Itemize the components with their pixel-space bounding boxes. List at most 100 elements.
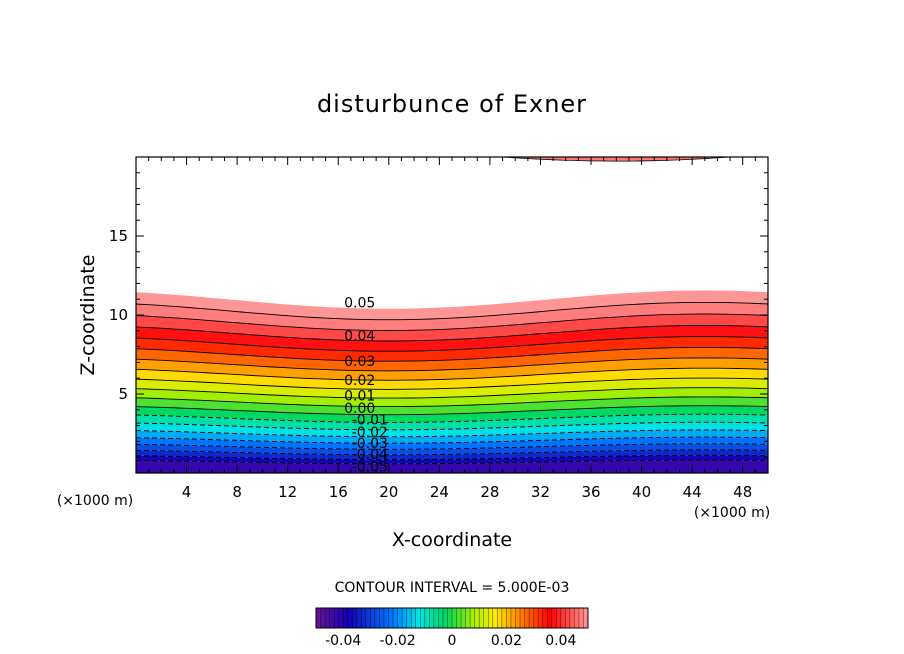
contour-line bbox=[135, 313, 769, 331]
x-tick-label: 24 bbox=[430, 483, 449, 501]
colorbar-segment bbox=[325, 608, 330, 628]
colorbar-segment bbox=[379, 608, 385, 628]
colorbar-segment bbox=[374, 608, 380, 628]
colorbar-segment bbox=[456, 608, 462, 628]
contour-band bbox=[136, 290, 768, 320]
x-tick-label: 4 bbox=[182, 483, 192, 501]
contour-line bbox=[135, 449, 769, 456]
x-axis-label: X-coordinate bbox=[392, 529, 512, 551]
contour-line bbox=[135, 387, 769, 399]
colorbar-segment bbox=[533, 608, 539, 628]
contour-line bbox=[135, 421, 769, 431]
colorbar-segment bbox=[415, 608, 421, 628]
colorbar-segment bbox=[433, 608, 439, 628]
contour-label: 0.02 bbox=[344, 373, 375, 389]
contour-band bbox=[136, 357, 768, 381]
colorbar-segment bbox=[538, 608, 543, 628]
x-tick-label: 44 bbox=[683, 483, 702, 501]
x-unit-right: (×1000 m) bbox=[694, 505, 770, 521]
contour-label: 0.05 bbox=[344, 295, 375, 311]
contour-line bbox=[135, 454, 769, 461]
colorbar-segment bbox=[388, 608, 394, 628]
colorbar-segment bbox=[356, 608, 362, 628]
colorbar-segment bbox=[347, 608, 353, 628]
contour-band bbox=[136, 368, 768, 390]
contour-label: -0.05 bbox=[352, 460, 388, 476]
contour-line bbox=[135, 301, 769, 321]
contour-label: -0.03 bbox=[352, 436, 388, 452]
x-tick-label: 16 bbox=[329, 483, 348, 501]
contour-band bbox=[136, 336, 768, 362]
colorbar-tick-label: -0.04 bbox=[325, 633, 361, 649]
colorbar-segment bbox=[569, 608, 575, 628]
colorbar-segment bbox=[438, 608, 444, 628]
contour-label: -0.02 bbox=[352, 425, 388, 441]
colorbar-segment bbox=[452, 608, 457, 628]
y-tick-label: 5 bbox=[118, 385, 128, 403]
x-tick-label: 32 bbox=[531, 483, 550, 501]
contour-label: -0.01 bbox=[352, 412, 388, 428]
colorbar-segment bbox=[574, 608, 580, 628]
contour-line bbox=[135, 459, 769, 465]
colorbar-segment bbox=[474, 608, 480, 628]
contour-line bbox=[135, 405, 769, 416]
colorbar-segment bbox=[447, 608, 453, 628]
contour-label: 0.04 bbox=[344, 329, 375, 345]
contour-line bbox=[135, 436, 769, 444]
contour-band bbox=[136, 314, 768, 341]
colorbar-segment bbox=[393, 608, 398, 628]
colorbar-tick-label: 0.04 bbox=[545, 633, 576, 649]
colorbar-segment bbox=[461, 608, 466, 628]
colorbar-segment bbox=[483, 608, 489, 628]
contour-line bbox=[135, 357, 769, 372]
y-tick-label: 10 bbox=[109, 306, 128, 324]
colorbar-segment bbox=[420, 608, 426, 628]
contour-line bbox=[135, 429, 769, 438]
colorbar-segment bbox=[338, 608, 344, 628]
colorbar-segment bbox=[497, 608, 503, 628]
contour-line bbox=[135, 377, 769, 390]
colorbar-segment bbox=[479, 608, 485, 628]
colorbar-segment bbox=[560, 608, 566, 628]
y-axis-label: Z-coordinate bbox=[77, 255, 99, 376]
contour-band bbox=[136, 325, 768, 352]
contour-line bbox=[135, 413, 769, 423]
colorbar-segment bbox=[370, 608, 376, 628]
contour-label: 0.00 bbox=[344, 401, 375, 417]
contour-band bbox=[136, 347, 768, 371]
colorbar-segment bbox=[465, 608, 471, 628]
contour-line bbox=[135, 336, 769, 352]
chart-title: disturbunce of Exner bbox=[317, 90, 587, 118]
colorbar-segment bbox=[529, 608, 534, 628]
colorbar-segment bbox=[488, 608, 494, 628]
contour-label: -0.04 bbox=[352, 447, 388, 463]
contour-band bbox=[136, 437, 768, 450]
plot-area: 0.050.040.030.020.010.00-0.01-0.02-0.03-… bbox=[109, 156, 769, 501]
colorbar-tick-label: 0.02 bbox=[491, 633, 522, 649]
x-tick-label: 40 bbox=[632, 483, 651, 501]
contour-line bbox=[135, 346, 769, 362]
colorbar-segment bbox=[429, 608, 435, 628]
colorbar-segment bbox=[406, 608, 412, 628]
x-unit-left: (×1000 m) bbox=[57, 493, 133, 509]
x-tick-label: 28 bbox=[480, 483, 499, 501]
y-tick-label: 15 bbox=[109, 227, 128, 245]
colorbar-segment bbox=[442, 608, 448, 628]
colorbar-segment bbox=[506, 608, 512, 628]
colorbar-segment bbox=[365, 608, 371, 628]
colorbar-segment bbox=[547, 608, 553, 628]
x-tick-label: 20 bbox=[379, 483, 398, 501]
colorbar-tick-label: -0.02 bbox=[379, 633, 415, 649]
colorbar-segment bbox=[551, 608, 557, 628]
colorbar-segment bbox=[316, 608, 321, 628]
colorbar-segment bbox=[411, 608, 417, 628]
colorbar-segment bbox=[492, 608, 498, 628]
colorbar-segment bbox=[520, 608, 525, 628]
colorbar-segment bbox=[361, 608, 367, 628]
contour-line bbox=[135, 443, 769, 450]
contour-interval-text: CONTOUR INTERVAL = 5.000E-03 bbox=[335, 580, 570, 596]
colorbar-segment bbox=[470, 608, 475, 628]
contour-band bbox=[136, 460, 768, 473]
colorbar-segment bbox=[329, 608, 335, 628]
